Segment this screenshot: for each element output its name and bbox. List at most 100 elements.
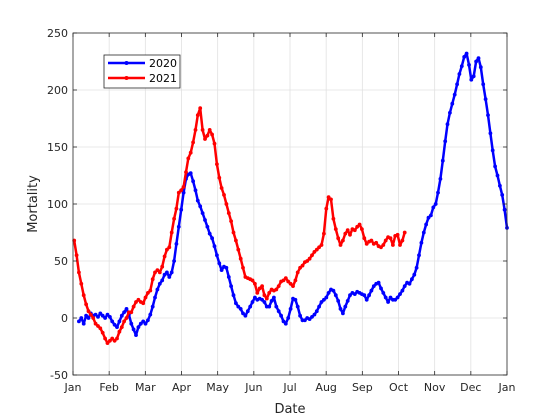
y-axis: -50 0 50 100 150 200 250 bbox=[47, 27, 507, 382]
data-point-2020 bbox=[81, 321, 86, 326]
data-point-2021 bbox=[333, 227, 338, 232]
data-point-2021 bbox=[286, 279, 291, 284]
data-point-2020 bbox=[343, 304, 348, 309]
data-point-2021 bbox=[343, 231, 348, 236]
data-point-2020 bbox=[303, 318, 307, 323]
x-axis-label: Date bbox=[274, 402, 305, 417]
data-point-2021 bbox=[153, 270, 157, 275]
x-tick-label: Jun bbox=[244, 381, 262, 394]
data-point-2021 bbox=[257, 286, 262, 291]
data-point-2020 bbox=[312, 312, 317, 317]
data-point-2020 bbox=[165, 270, 169, 275]
data-point-2020 bbox=[169, 270, 174, 275]
data-point-2020 bbox=[274, 304, 279, 309]
data-point-2020 bbox=[338, 307, 343, 311]
data-point-2021 bbox=[91, 316, 96, 320]
series-2021 bbox=[72, 106, 407, 345]
x-tick-label: Oct bbox=[389, 381, 409, 394]
data-point-2020 bbox=[281, 319, 286, 324]
y-tick-label: 250 bbox=[47, 27, 68, 40]
data-point-2020 bbox=[79, 316, 84, 320]
data-point-2020 bbox=[108, 315, 112, 319]
data-point-2020 bbox=[231, 293, 236, 298]
x-tick-label: Dec bbox=[460, 381, 481, 394]
legend: 2020 2021 bbox=[103, 54, 181, 89]
data-point-2020 bbox=[269, 299, 274, 303]
data-point-2021 bbox=[391, 243, 395, 247]
data-point-2020 bbox=[150, 304, 155, 309]
data-point-2020 bbox=[286, 316, 291, 320]
data-point-2020 bbox=[348, 293, 352, 298]
data-point-2021 bbox=[131, 304, 136, 309]
legend-marker-2021 bbox=[124, 76, 129, 80]
data-point-2021 bbox=[143, 295, 148, 300]
data-point-2021 bbox=[112, 338, 117, 343]
data-point-2021 bbox=[236, 247, 241, 252]
data-point-2021 bbox=[352, 228, 357, 233]
data-point-2020 bbox=[383, 295, 388, 300]
data-point-2021 bbox=[165, 247, 169, 252]
data-point-2021 bbox=[260, 284, 264, 288]
data-point-2021 bbox=[146, 291, 150, 295]
data-point-2020 bbox=[84, 313, 88, 318]
x-tick-label: Jul bbox=[282, 381, 296, 394]
data-point-2020 bbox=[400, 288, 405, 293]
data-point-2020 bbox=[488, 131, 493, 136]
data-point-2020 bbox=[143, 321, 148, 326]
data-point-2020 bbox=[198, 204, 203, 209]
data-point-2020 bbox=[471, 74, 476, 79]
series-2020 bbox=[77, 51, 509, 337]
data-point-2020 bbox=[407, 281, 412, 286]
data-point-2020 bbox=[115, 325, 119, 329]
data-point-2020 bbox=[205, 224, 210, 229]
data-point-2020 bbox=[362, 293, 367, 298]
data-point-2020 bbox=[429, 213, 433, 218]
data-point-2021 bbox=[122, 319, 126, 324]
data-point-2020 bbox=[421, 230, 426, 235]
data-point-2020 bbox=[345, 299, 350, 303]
y-tick-label: 200 bbox=[47, 84, 68, 97]
data-point-2021 bbox=[79, 281, 84, 286]
y-tick-label: -50 bbox=[50, 369, 68, 382]
data-point-2020 bbox=[262, 300, 267, 304]
data-point-2020 bbox=[103, 316, 107, 320]
data-point-2020 bbox=[331, 288, 336, 293]
data-point-2021 bbox=[207, 127, 212, 132]
data-point-2021 bbox=[374, 240, 379, 245]
data-point-2020 bbox=[207, 231, 212, 236]
data-point-2021 bbox=[155, 268, 160, 272]
data-point-2020 bbox=[131, 327, 136, 332]
data-point-2020 bbox=[388, 295, 393, 300]
data-point-2020 bbox=[293, 297, 298, 302]
data-point-2020 bbox=[419, 240, 424, 245]
y-tick-label: 100 bbox=[47, 198, 68, 211]
data-point-2020 bbox=[424, 222, 428, 227]
data-point-2020 bbox=[436, 190, 440, 195]
data-point-2021 bbox=[300, 263, 305, 268]
data-point-2021 bbox=[241, 265, 245, 270]
data-point-2020 bbox=[238, 307, 243, 311]
data-point-2021 bbox=[222, 193, 226, 197]
data-point-2020 bbox=[486, 113, 490, 117]
data-point-2020 bbox=[462, 55, 467, 59]
data-point-2020 bbox=[193, 188, 198, 193]
data-point-2021 bbox=[314, 247, 319, 252]
x-tick-label: Nov bbox=[424, 381, 446, 394]
data-point-2021 bbox=[331, 216, 336, 221]
data-point-2020 bbox=[243, 313, 248, 318]
data-point-2021 bbox=[86, 309, 91, 314]
data-point-2020 bbox=[134, 333, 138, 337]
data-point-2021 bbox=[305, 259, 310, 263]
data-point-2021 bbox=[348, 232, 352, 237]
data-point-2020 bbox=[195, 198, 200, 203]
data-point-2020 bbox=[481, 82, 486, 87]
data-point-2020 bbox=[148, 312, 153, 317]
data-point-2020 bbox=[314, 309, 319, 314]
data-point-2021 bbox=[186, 156, 191, 161]
data-point-2020 bbox=[376, 280, 381, 285]
data-point-2021 bbox=[360, 227, 364, 232]
data-point-2021 bbox=[179, 188, 184, 193]
data-point-2021 bbox=[195, 113, 200, 117]
data-point-2020 bbox=[307, 317, 312, 321]
data-point-2020 bbox=[98, 311, 103, 316]
